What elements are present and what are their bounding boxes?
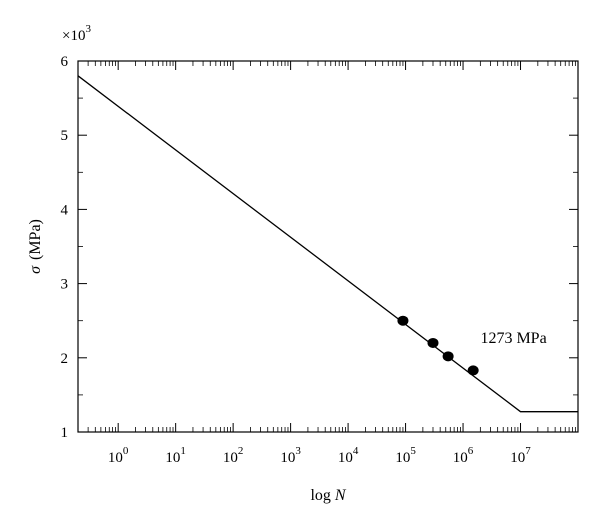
y-tick-label: 2 — [61, 351, 69, 367]
x-tick-exponent: 1 — [180, 445, 186, 457]
x-tick-base: 10 — [280, 450, 295, 466]
y-tick-label: 4 — [61, 202, 69, 218]
x-tick-exponent: 0 — [123, 445, 129, 457]
y-multiplier-label: ×103 — [62, 23, 91, 44]
x-axis-label: log N — [310, 487, 346, 504]
x-tick-base: 10 — [395, 450, 410, 466]
x-tick-base: 10 — [165, 450, 180, 466]
x-tick-base: 10 — [338, 450, 353, 466]
x-tick-base: 10 — [510, 450, 525, 466]
x-tick-base: 10 — [223, 450, 238, 466]
x-tick-exponent: 7 — [525, 445, 531, 457]
data-point — [397, 315, 409, 326]
x-tick-base: 10 — [453, 450, 468, 466]
x-tick-label: 101 — [165, 445, 186, 466]
sn-curve-line — [77, 75, 578, 413]
data-point — [442, 351, 454, 362]
x-tick-exponent: 3 — [295, 445, 301, 457]
y-multiplier-base: ×10 — [62, 28, 85, 44]
y-multiplier-exponent: 3 — [85, 23, 91, 35]
plot-frame — [77, 60, 579, 433]
x-tick-label: 107 — [510, 445, 531, 466]
y-tick-label: 5 — [61, 128, 69, 144]
x-tick-label: 103 — [280, 445, 301, 466]
x-tick-label: 104 — [338, 445, 359, 466]
y-axis-label: σ (MPa) — [27, 219, 44, 274]
data-point — [467, 365, 479, 376]
x-tick-label: 102 — [223, 445, 244, 466]
x-tick-label: 100 — [108, 445, 129, 466]
x-tick-label: 105 — [395, 445, 416, 466]
tick-layer — [77, 60, 578, 433]
series-layer — [77, 75, 578, 413]
x-tick-exponent: 6 — [468, 445, 474, 457]
x-tick-exponent: 2 — [238, 445, 244, 457]
x-tick-base: 10 — [108, 450, 123, 466]
y-axis-label-unit: (MPa) — [27, 219, 44, 260]
data-point — [427, 337, 439, 348]
x-axis-label-variable: N — [334, 487, 347, 504]
annotation-label: 1273 MPa — [480, 330, 546, 347]
y-tick-label: 6 — [61, 54, 69, 70]
y-tick-label: 3 — [61, 277, 69, 293]
y-axis-label-variable: σ — [27, 265, 44, 274]
x-tick-label: 106 — [453, 445, 474, 466]
x-tick-exponent: 5 — [410, 445, 416, 457]
x-axis-label-base: log — [310, 487, 330, 504]
x-tick-exponent: 4 — [353, 445, 359, 457]
y-tick-label: 1 — [61, 425, 69, 441]
